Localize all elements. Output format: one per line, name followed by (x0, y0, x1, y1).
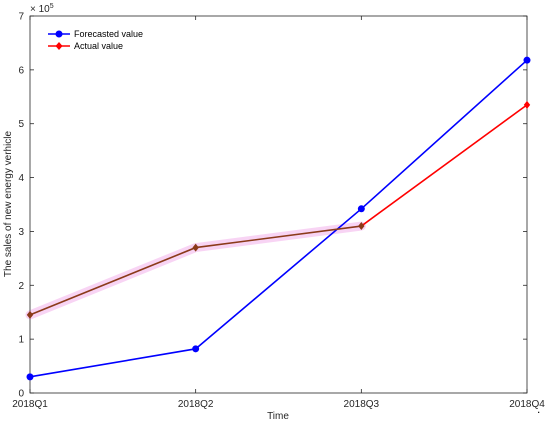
plot-area (29, 15, 528, 394)
y-tick-label: 5 (18, 119, 24, 130)
actual-point (523, 100, 531, 109)
series-group (26, 56, 531, 381)
y-tick-label: 0 (18, 389, 24, 400)
actual-point (192, 243, 199, 252)
forecasted-point (523, 56, 531, 64)
actual-highlight-path (25, 221, 366, 320)
legend-label-forecasted: Forecasted value (74, 29, 143, 39)
actual-point (358, 222, 365, 231)
x-tick-label: 2018Q1 (12, 399, 48, 410)
y-axis-exponent-power: 5 (50, 3, 54, 10)
series-line-actual (360, 104, 528, 227)
actual-highlight-band (25, 221, 366, 320)
x-axis: 2018Q1 2018Q2 2018Q3 2018Q4 (12, 16, 545, 410)
forecasted-point (26, 373, 34, 381)
y-tick-label: 2 (18, 281, 24, 292)
trailing-period: . (537, 402, 541, 416)
legend-marker-actual (55, 42, 63, 50)
y-tick-label: 4 (18, 173, 24, 184)
legend-label-actual: Actual value (74, 41, 123, 51)
y-tick-label: 7 (18, 12, 24, 23)
forecasted-point (192, 345, 200, 353)
x-tick-label: 2018Q2 (178, 399, 214, 410)
x-tick-label: 2018Q3 (344, 399, 380, 410)
forecasted-point (357, 205, 365, 213)
y-tick-label: 3 (18, 227, 24, 238)
legend: Forecasted value Actual value (44, 26, 143, 54)
y-axis: 0 1 2 3 4 5 6 7 (18, 12, 527, 400)
y-axis-exponent: × 105 (30, 3, 54, 15)
actual-point (26, 310, 34, 319)
series-line-forecasted (29, 59, 528, 378)
y-axis-label: The sales of new energy verhicle (3, 130, 14, 277)
y-tick-label: 1 (18, 335, 24, 346)
y-tick-label: 6 (18, 65, 24, 76)
series-line-actual-overlap (29, 225, 362, 316)
legend-box (44, 26, 142, 54)
legend-marker-forecasted (55, 30, 63, 38)
x-axis-label: Time (267, 411, 289, 422)
y-axis-exponent-base: × 10 (30, 4, 50, 15)
x-tick-label: 2018Q4 (509, 399, 545, 410)
